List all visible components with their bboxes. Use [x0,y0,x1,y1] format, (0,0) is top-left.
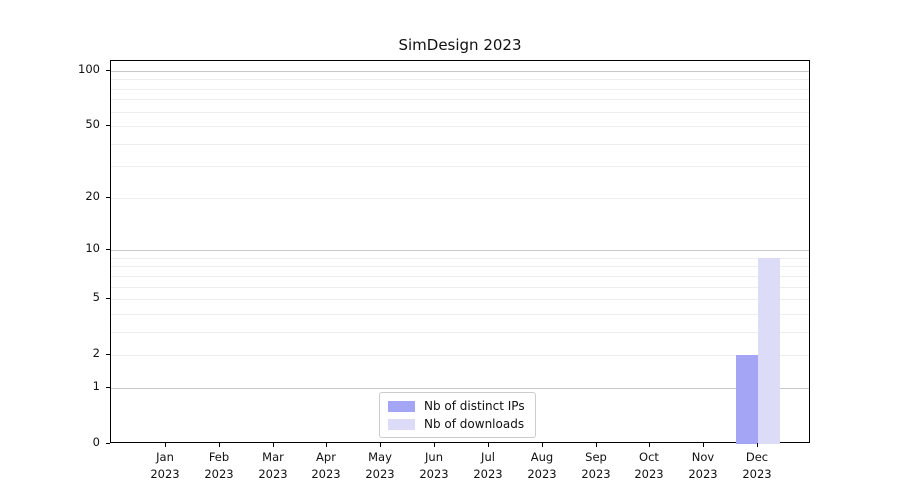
x-tick-label-may: May 2023 [365,450,395,481]
y-tick-label-20: 20 [85,189,100,203]
y-tick-mark-5 [106,298,110,299]
gridline-2 [111,355,809,356]
gridline-6 [111,287,809,288]
x-tick-label-dec: Dec 2023 [742,450,772,481]
gridline-80 [111,89,809,90]
legend: Nb of distinct IPs Nb of downloads [379,392,536,438]
y-tick-label-50: 50 [85,117,100,131]
legend-label-downloads: Nb of downloads [424,417,525,431]
gridline-9 [111,258,809,259]
bar-dec-downloads [758,258,780,444]
gridline-20 [111,198,809,199]
y-tick-mark-50 [106,125,110,126]
legend-swatch-distinct-ips [388,400,415,412]
y-tick-mark-100 [106,70,110,71]
x-tick-mark-sep [596,443,597,447]
y-tick-mark-1 [106,387,110,388]
plot-area: Nb of distinct IPs Nb of downloads [110,60,810,444]
y-tick-label-1: 1 [92,379,100,393]
x-tick-mark-jun [434,443,435,447]
x-tick-label-sep: Sep 2023 [581,450,611,481]
y-tick-mark-20 [106,197,110,198]
legend-item-downloads: Nb of downloads [388,417,525,431]
gridline-100 [111,71,809,72]
x-tick-label-apr: Apr 2023 [311,450,341,481]
gridline-5 [111,299,809,300]
y-tick-label-5: 5 [92,290,100,304]
legend-label-distinct-ips: Nb of distinct IPs [424,399,525,413]
gridline-50 [111,126,809,127]
x-tick-label-nov: Nov 2023 [688,450,718,481]
gridline-40 [111,144,809,145]
legend-item-distinct-ips: Nb of distinct IPs [388,399,525,413]
x-tick-mark-dec [757,443,758,447]
x-tick-mark-aug [542,443,543,447]
legend-swatch-downloads [388,418,415,430]
gridline-60 [111,112,809,113]
chart-title: SimDesign 2023 [398,36,522,54]
x-tick-label-feb: Feb 2023 [204,450,234,481]
y-tick-label-10: 10 [85,241,100,255]
x-tick-label-oct: Oct 2023 [634,450,664,481]
gridline-70 [111,99,809,100]
gridline-7 [111,276,809,277]
gridline-4 [111,314,809,315]
y-tick-mark-10 [106,249,110,250]
gridline-1 [111,388,809,389]
x-tick-label-mar: Mar 2023 [258,450,288,481]
y-tick-mark-0 [106,443,110,444]
x-tick-mark-mar [273,443,274,447]
y-tick-label-0: 0 [92,435,100,449]
x-tick-mark-apr [326,443,327,447]
y-tick-mark-2 [106,354,110,355]
y-tick-label-100: 100 [78,62,100,76]
x-tick-mark-oct [649,443,650,447]
x-tick-mark-jan [165,443,166,447]
x-tick-mark-feb [219,443,220,447]
y-tick-label-2: 2 [92,346,100,360]
x-tick-label-aug: Aug 2023 [527,450,557,481]
gridline-3 [111,332,809,333]
x-tick-mark-jul [488,443,489,447]
bar-dec-distinct-ips [736,355,758,444]
gridline-8 [111,266,809,267]
gridline-10 [111,250,809,251]
x-tick-label-jan: Jan 2023 [150,450,180,481]
x-tick-label-jun: Jun 2023 [419,450,449,481]
gridline-30 [111,166,809,167]
x-tick-mark-nov [703,443,704,447]
gridline-90 [111,79,809,80]
x-tick-mark-may [380,443,381,447]
x-tick-label-jul: Jul 2023 [473,450,503,481]
